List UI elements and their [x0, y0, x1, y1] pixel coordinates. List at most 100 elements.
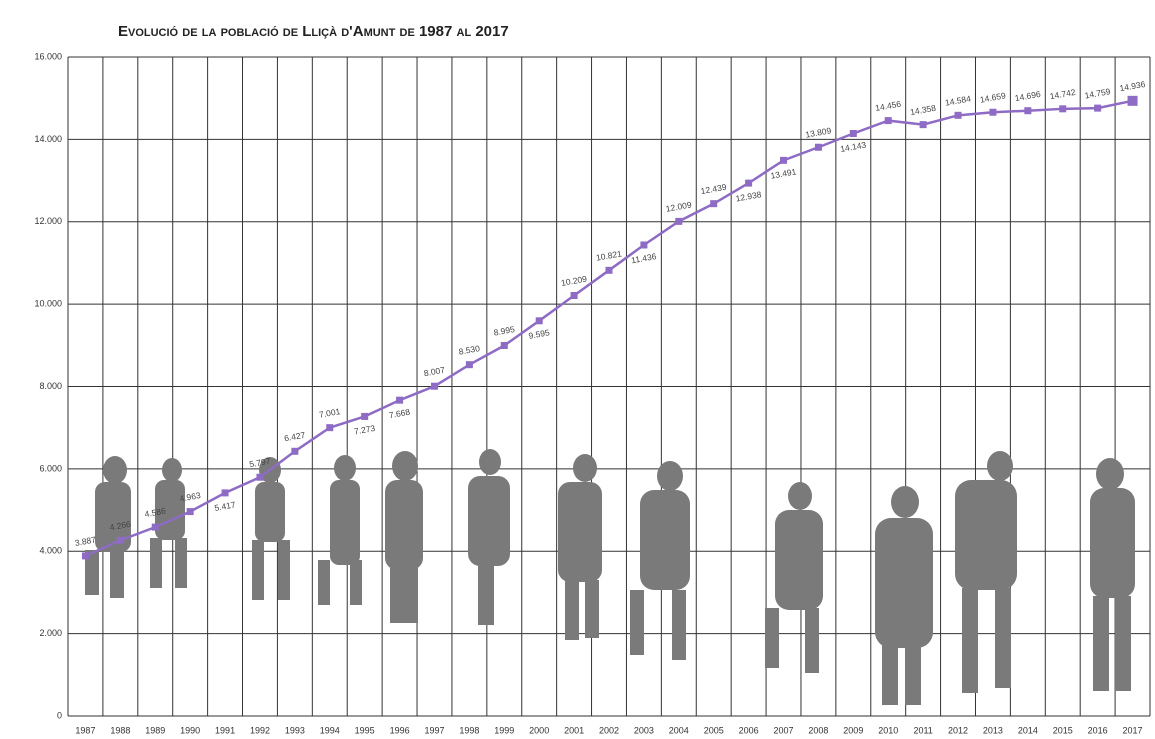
- x-tick-label: 2017: [1123, 725, 1143, 735]
- y-tick-label: 14.000: [34, 134, 62, 144]
- x-tick-label: 1995: [355, 725, 375, 735]
- data-point: [745, 180, 752, 187]
- x-tick-label: 1996: [390, 725, 410, 735]
- x-tick-label: 1994: [320, 725, 340, 735]
- y-tick-label: 16.000: [34, 51, 62, 61]
- y-tick-label: 8.000: [39, 381, 62, 391]
- x-tick-label: 2006: [739, 725, 759, 735]
- value-label: 12.439: [700, 182, 728, 196]
- x-tick-label: 2008: [808, 725, 828, 735]
- data-point: [82, 552, 89, 559]
- data-point: [117, 537, 124, 544]
- x-tick-label: 2007: [774, 725, 794, 735]
- grid: [68, 57, 1150, 716]
- data-point: [710, 200, 717, 207]
- value-label: 14.456: [874, 99, 902, 113]
- x-tick-label: 1998: [459, 725, 479, 735]
- data-point: [256, 474, 263, 481]
- data-point: [1024, 107, 1031, 114]
- data-point: [1128, 96, 1138, 106]
- x-tick-label: 1997: [424, 725, 444, 735]
- value-label: 7.668: [388, 407, 411, 421]
- data-point: [640, 241, 647, 248]
- value-label: 13.809: [805, 125, 833, 139]
- value-label: 14.936: [1119, 79, 1147, 93]
- value-label: 12.938: [735, 189, 763, 203]
- value-label: 6.427: [283, 430, 306, 444]
- value-label: 13.491: [770, 166, 798, 180]
- data-point: [501, 342, 508, 349]
- data-point: [606, 267, 613, 274]
- x-tick-label: 2002: [599, 725, 619, 735]
- x-tick-label: 1992: [250, 725, 270, 735]
- value-label: 5.417: [214, 499, 237, 513]
- y-tick-label: 4.000: [39, 546, 62, 556]
- data-point: [431, 383, 438, 390]
- x-tick-label: 2003: [634, 725, 654, 735]
- value-label: 10.209: [560, 274, 588, 288]
- data-point: [989, 109, 996, 116]
- value-label: 14.696: [1014, 89, 1042, 103]
- x-tick-label: 2010: [878, 725, 898, 735]
- data-point: [850, 130, 857, 137]
- x-tick-label: 1990: [180, 725, 200, 735]
- value-label: 14.358: [909, 103, 937, 117]
- value-label: 14.742: [1049, 87, 1077, 101]
- value-label: 8.530: [458, 343, 481, 357]
- value-label: 7.001: [318, 406, 341, 420]
- data-point: [152, 524, 159, 531]
- value-label: 7.273: [353, 423, 376, 437]
- y-tick-label: 0: [57, 710, 62, 720]
- data-point: [1059, 105, 1066, 112]
- x-tick-label: 2015: [1053, 725, 1073, 735]
- data-point: [396, 397, 403, 404]
- y-tick-label: 6.000: [39, 463, 62, 473]
- x-tick-label: 2009: [843, 725, 863, 735]
- x-tick-label: 1993: [285, 725, 305, 735]
- chart-title: Evolució de la població de Lliçà d'Amunt…: [118, 23, 509, 40]
- x-tick-label: 2005: [704, 725, 724, 735]
- data-point: [780, 157, 787, 164]
- value-label: 3.887: [74, 534, 97, 548]
- data-point: [466, 361, 473, 368]
- data-point: [885, 117, 892, 124]
- x-tick-label: 2000: [529, 725, 549, 735]
- value-label: 12.009: [665, 199, 693, 213]
- value-label: 14.584: [944, 93, 972, 107]
- x-tick-label: 2016: [1088, 725, 1108, 735]
- x-tick-label: 2012: [948, 725, 968, 735]
- data-point: [291, 448, 298, 455]
- x-tick-label: 2001: [564, 725, 584, 735]
- x-tick-label: 1999: [494, 725, 514, 735]
- y-tick-label: 2.000: [39, 628, 62, 638]
- value-label: 14.759: [1084, 86, 1112, 100]
- value-label: 10.821: [595, 248, 623, 262]
- chart: Evolució de la població de Lliçà d'Amunt…: [0, 0, 1155, 739]
- data-point: [326, 424, 333, 431]
- x-tick-label: 1988: [110, 725, 130, 735]
- data-point: [815, 144, 822, 151]
- data-point: [536, 317, 543, 324]
- data-point: [361, 413, 368, 420]
- x-tick-label: 1987: [75, 725, 95, 735]
- value-label: 8.995: [493, 324, 516, 338]
- value-label: 9.595: [528, 327, 551, 341]
- x-tick-label: 1991: [215, 725, 235, 735]
- value-label: 8.007: [423, 365, 446, 379]
- value-label: 14.143: [840, 140, 868, 154]
- y-tick-label: 12.000: [34, 216, 62, 226]
- data-point: [571, 292, 578, 299]
- data-point: [920, 121, 927, 128]
- data-point: [222, 489, 229, 496]
- x-tick-label: 2011: [913, 725, 932, 735]
- data-point: [187, 508, 194, 515]
- x-tick-label: 2004: [669, 725, 689, 735]
- x-tick-label: 1989: [145, 725, 165, 735]
- x-tick-label: 2014: [1018, 725, 1038, 735]
- data-point: [955, 112, 962, 119]
- data-point: [675, 218, 682, 225]
- value-label: 14.659: [979, 90, 1007, 104]
- y-tick-label: 10.000: [34, 299, 62, 309]
- data-point: [1094, 105, 1101, 112]
- x-tick-label: 2013: [983, 725, 1003, 735]
